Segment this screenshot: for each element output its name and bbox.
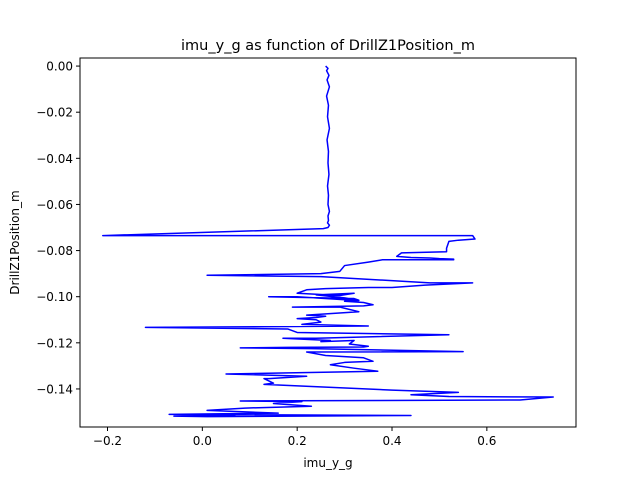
y-tick-label: −0.06 bbox=[36, 198, 73, 212]
chart-title: imu_y_g as function of DrillZ1Position_m bbox=[181, 38, 475, 54]
plot-area bbox=[79, 57, 577, 428]
y-axis-ticks: 0.00 −0.02 −0.04 −0.06 −0.08 −0.10 −0.12 −0.14 bbox=[36, 60, 80, 396]
x-tick-label: 0.6 bbox=[477, 434, 496, 448]
y-tick-label: −0.08 bbox=[36, 244, 73, 258]
x-tick-label: 0.0 bbox=[193, 434, 212, 448]
line-layer bbox=[102, 65, 554, 418]
y-axis-label: DrillZ1Position_m bbox=[8, 190, 22, 294]
y-tick-label: −0.10 bbox=[36, 290, 73, 304]
y-tick-label: −0.04 bbox=[36, 152, 73, 166]
data-line-series-0 bbox=[102, 65, 554, 418]
y-tick-label: 0.00 bbox=[46, 60, 73, 74]
y-tick-label: −0.12 bbox=[36, 336, 73, 350]
axes-frame bbox=[79, 57, 577, 428]
y-tick-label: −0.02 bbox=[36, 106, 73, 120]
x-tick-label: −0.2 bbox=[93, 434, 122, 448]
x-axis-ticks: −0.2 0.0 0.2 0.4 0.6 bbox=[93, 427, 496, 448]
x-axis-label: imu_y_g bbox=[303, 456, 352, 470]
x-tick-label: 0.4 bbox=[382, 434, 401, 448]
y-tick-label: −0.14 bbox=[36, 382, 73, 396]
x-tick-label: 0.2 bbox=[288, 434, 307, 448]
